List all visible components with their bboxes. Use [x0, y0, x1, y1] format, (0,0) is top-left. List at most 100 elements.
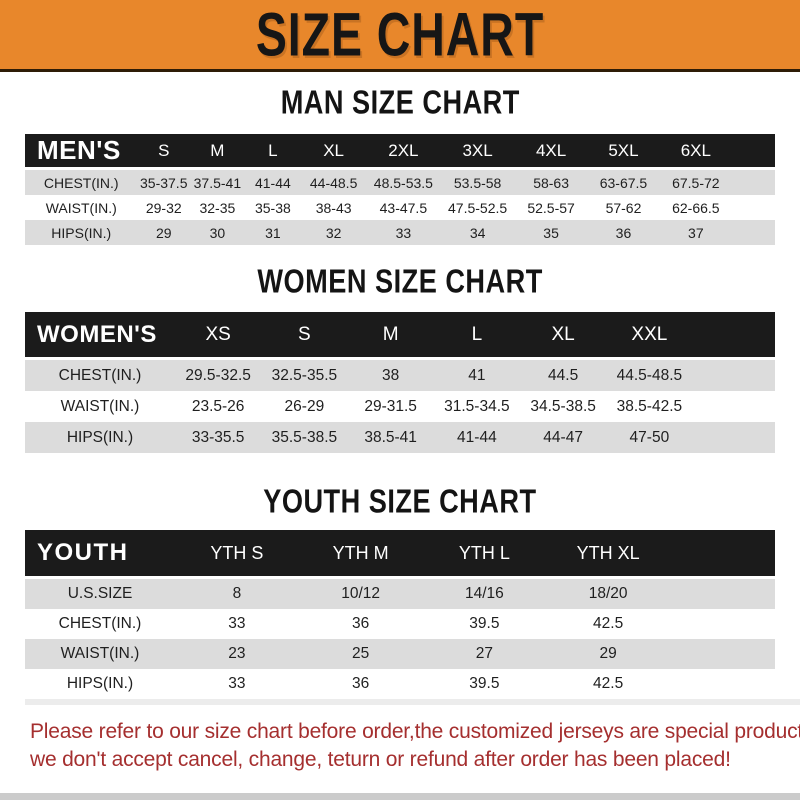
row-filler: [670, 639, 775, 669]
cell-value: 42.5: [593, 675, 624, 692]
cell-value: 29-32: [145, 199, 182, 216]
cell-value: 53.5-58: [440, 167, 515, 195]
men-section: MAN SIZE CHART MEN'S S M L XL 2XL 3XL 4XL 5XL 6XL…: [0, 84, 800, 245]
cell-value: 32.5-35.5: [261, 357, 348, 391]
cell-value: 29.5-32.5: [175, 357, 262, 391]
cell-value: 23: [228, 645, 246, 662]
column-header: L: [244, 134, 301, 169]
column-header: YTH XL: [546, 530, 670, 578]
row-label: CHEST(IN.): [25, 357, 175, 391]
cell-value: 35-38: [254, 199, 291, 216]
cell-value: 44-48.5: [301, 167, 367, 195]
notice-line-2: we don't accept cancel, change, teturn o…: [30, 748, 731, 771]
row-label: HIPS(IN.): [66, 675, 134, 692]
youth-section: YOUTH SIZE CHART YOUTH YTH S YTH M YTH L YTH…: [0, 483, 800, 705]
cell-value: 41: [433, 357, 520, 391]
cell-value: 36: [352, 615, 370, 632]
cell-value: 34.5-38.5: [530, 397, 596, 415]
women-section-heading: WOMEN SIZE CHART: [257, 263, 543, 300]
cell-value: 38.5-42.5: [616, 397, 683, 415]
table-row: CHEST(IN.) 35-37.5 37.5-41 41-44 44-48.5 48.5…: [25, 167, 775, 195]
table-row: HIPS(IN.) 33-35.5 35.5-38.5 38.5-41 41-44 44-…: [25, 422, 775, 453]
row-label: CHEST(IN.): [58, 615, 142, 632]
cell-value: 47.5-52.5: [448, 199, 508, 216]
column-header: S: [261, 312, 348, 359]
cell-value: 35-37.5: [137, 167, 190, 195]
size-chart-banner: SIZE CHART: [0, 0, 800, 72]
row-filler: [670, 576, 775, 609]
cell-value: 10/12: [298, 576, 423, 609]
cell-value: 31.5-34.5: [444, 397, 510, 415]
cell-value: 32-35: [199, 199, 236, 216]
column-header: XL: [520, 312, 607, 359]
row-label: WAIST(IN.): [45, 199, 117, 216]
row-filler: [692, 357, 775, 391]
women-size-table: WOMEN'S XS S M L XL XXL CHEST(IN.) 29.5-32.5 32.…: [25, 312, 775, 453]
women-heading-wrap: WOMEN SIZE CHART: [0, 263, 800, 300]
cell-value: 42.5: [593, 615, 624, 632]
cell-value: 14/16: [422, 576, 547, 609]
header-filler: [670, 530, 775, 578]
table-title: YOUTH: [25, 530, 175, 578]
cell-value: 29-31.5: [364, 397, 417, 415]
column-header: 5XL: [587, 134, 660, 169]
row-label: WAIST(IN.): [60, 645, 140, 662]
column-header: YTH S: [175, 530, 299, 578]
cell-value: 27: [475, 645, 493, 662]
cell-value: 43-47.5: [379, 199, 428, 216]
cell-value: 26-29: [284, 397, 325, 415]
women-section: WOMEN SIZE CHART WOMEN'S XS S M L XL XXL CHEST…: [0, 263, 800, 453]
cell-value: 62-66.5: [672, 199, 720, 216]
cell-value: 33-35.5: [191, 428, 245, 446]
cell-value: 38-43: [315, 199, 352, 216]
row-filler: [693, 422, 776, 453]
table-row: CHEST(IN.) 33 36 39.5 42.5: [25, 609, 775, 639]
cell-value: 48.5-53.5: [366, 167, 441, 195]
column-header: 3XL: [440, 134, 515, 169]
row-label: HIPS(IN.): [66, 428, 134, 446]
men-heading-wrap: MAN SIZE CHART: [0, 84, 800, 121]
cell-value: 44.5: [520, 357, 607, 391]
bottom-edge-strip: [0, 793, 800, 800]
cell-value: 25: [352, 645, 370, 662]
cell-value: 39.5: [469, 615, 500, 632]
notice-line-1: Please refer to our size chart before or…: [30, 720, 800, 743]
cell-value: 31: [265, 224, 281, 241]
cell-value: 35: [543, 224, 559, 241]
cell-value: 32: [325, 224, 342, 241]
cell-value: 44.5-48.5: [606, 357, 693, 391]
cell-value: 38.5-41: [364, 428, 417, 446]
table-row: CHEST(IN.) 29.5-32.5 32.5-35.5 38 41 44.5 44.5…: [25, 357, 775, 391]
column-header: M: [190, 134, 245, 169]
cell-value: 36: [615, 224, 632, 241]
youth-size-table: YOUTH YTH S YTH M YTH L YTH XL U.S.SIZE 8 10/1…: [25, 530, 775, 699]
footer-notice: Please refer to our size chart before or…: [0, 705, 800, 774]
cell-value: 37: [688, 224, 704, 241]
cell-value: 57-62: [605, 199, 642, 216]
cell-value: 33: [228, 675, 246, 692]
row-label: CHEST(IN.): [25, 167, 138, 195]
row-filler: [732, 220, 775, 245]
table-row: WAIST(IN.) 29-32 32-35 35-38 38-43 43-47.5 47.…: [25, 195, 775, 220]
column-header: XXL: [606, 312, 693, 359]
column-header: 4XL: [514, 134, 588, 169]
cell-value: 67.5-72: [659, 167, 733, 195]
table-row: WAIST(IN.) 23.5-26 26-29 29-31.5 31.5-34.5 34…: [25, 391, 775, 422]
row-label: U.S.SIZE: [25, 576, 175, 609]
cell-value: 18/20: [546, 576, 670, 609]
cell-value: 33: [395, 224, 412, 241]
column-header: XS: [175, 312, 262, 359]
page-title: SIZE CHART: [255, 0, 545, 69]
cell-value: 39.5: [469, 675, 500, 692]
table-row: HIPS(IN.) 29 30 31 32 33 34 35 36 37: [25, 220, 775, 245]
divider-strip: [25, 699, 800, 705]
table-title: WOMEN'S: [25, 312, 175, 359]
cell-value: 41-44: [457, 428, 497, 446]
cell-value: 63-67.5: [587, 167, 660, 195]
cell-value: 33: [228, 615, 246, 632]
table-row: HIPS(IN.) 33 36 39.5 42.5: [25, 669, 775, 699]
youth-section-heading: YOUTH SIZE CHART: [263, 483, 537, 520]
cell-value: 37.5-41: [190, 167, 245, 195]
cell-value: 36: [352, 675, 370, 692]
cell-value: 41-44: [244, 167, 301, 195]
